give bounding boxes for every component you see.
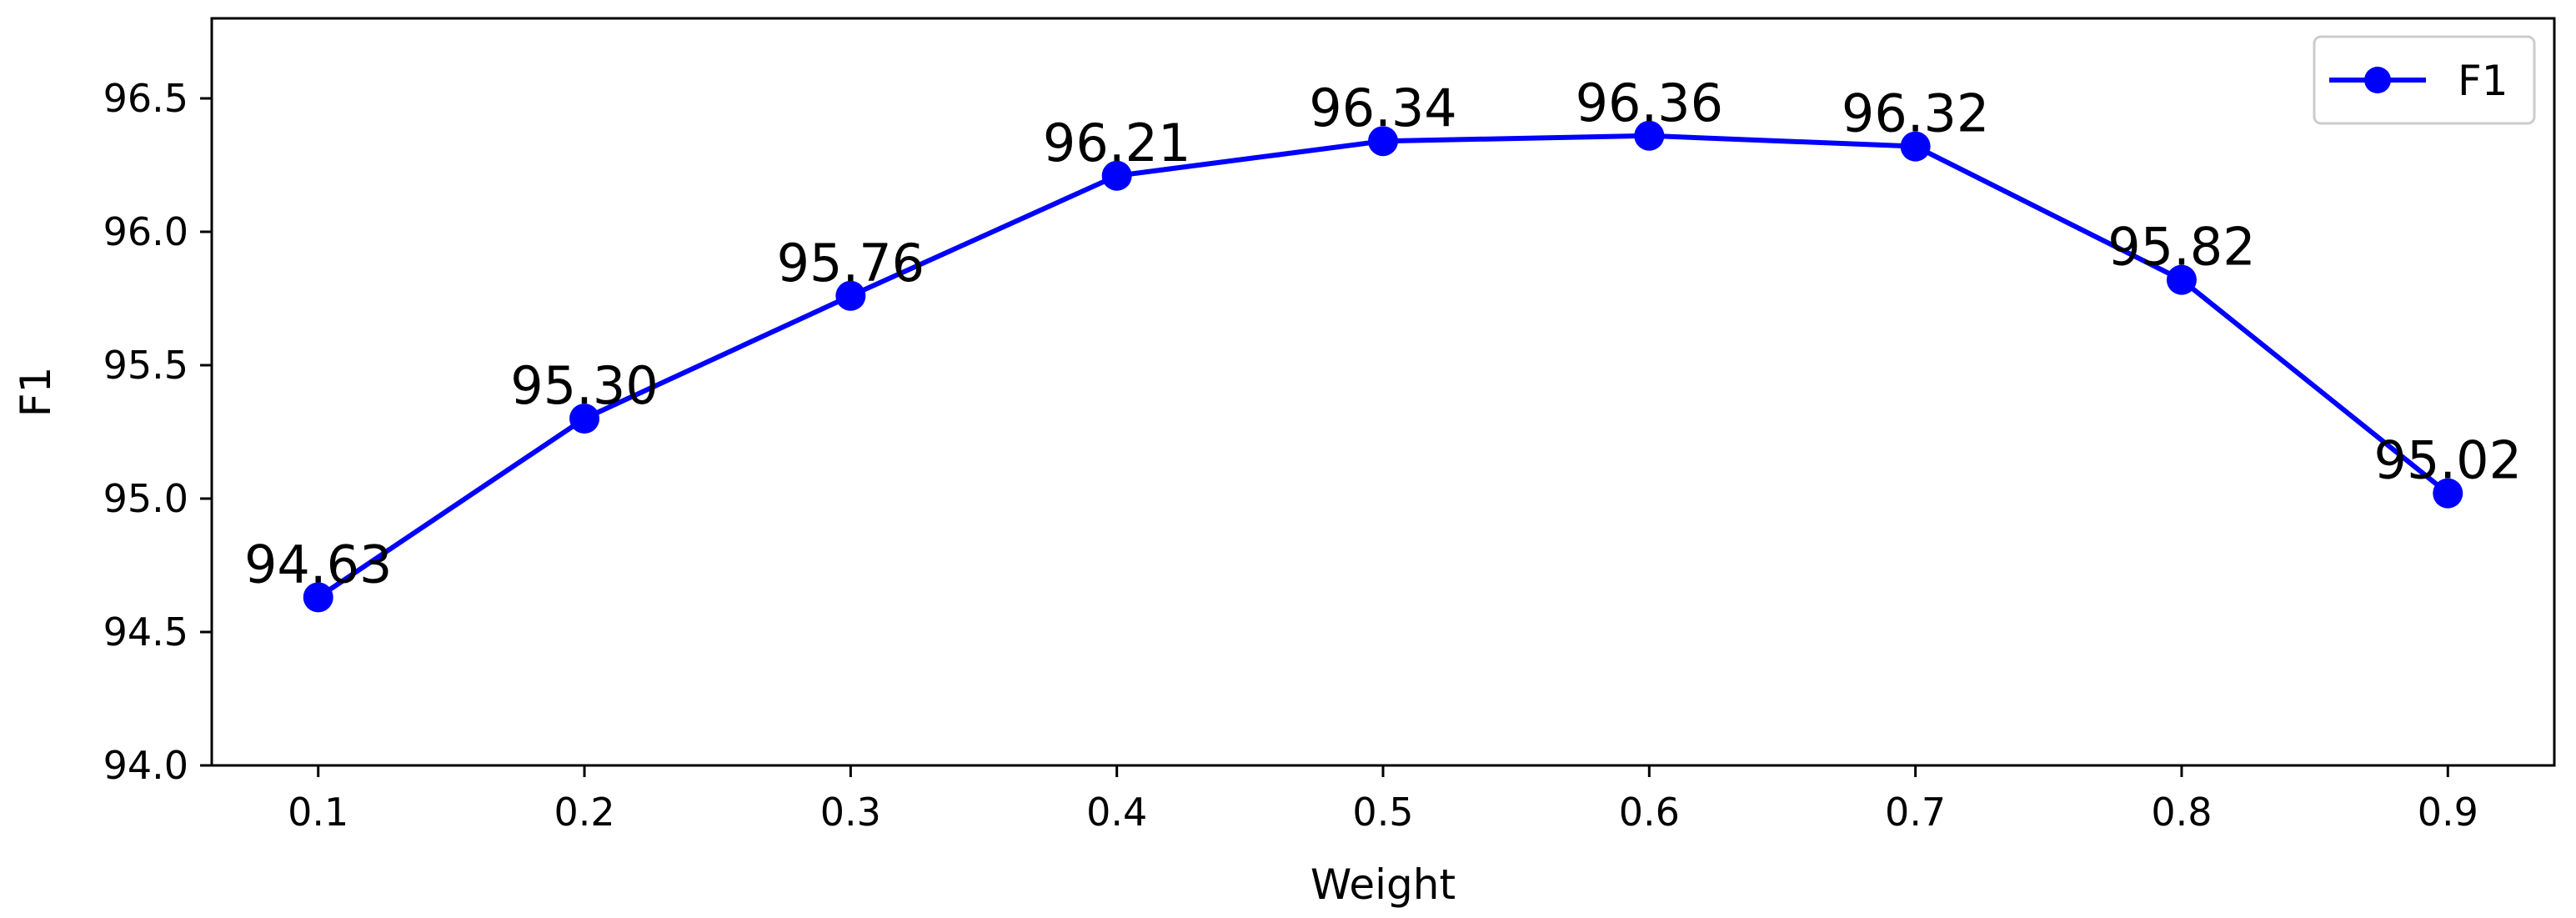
- y-axis-title: F1: [12, 367, 60, 418]
- data-label: 96.21: [1043, 113, 1191, 173]
- x-tick-label: 0.4: [1086, 790, 1147, 835]
- y-axis-ticks: 94.0 94.5 95.0 95.5 96.0 96.5: [103, 76, 212, 788]
- data-point: [1368, 126, 1398, 157]
- x-tick-label: 0.2: [554, 790, 614, 835]
- data-label: 95.30: [510, 355, 659, 416]
- y-tick-label: 95.0: [103, 476, 188, 521]
- legend: F1: [2313, 35, 2536, 125]
- data-point: [835, 280, 866, 311]
- x-tick-label: 0.3: [820, 790, 881, 835]
- data-label: 94.63: [244, 534, 393, 594]
- data-point: [2166, 264, 2197, 295]
- y-tick-label: 94.0: [103, 743, 188, 788]
- data-point: [1900, 131, 1931, 162]
- x-tick-label: 0.6: [1619, 790, 1680, 835]
- data-label: 95.76: [777, 233, 925, 293]
- data-label: 96.32: [1842, 83, 1990, 144]
- y-tick-label: 94.5: [103, 609, 188, 655]
- legend-marker-swatch: [2364, 67, 2391, 93]
- data-label: 95.02: [2374, 430, 2523, 491]
- data-point: [303, 582, 333, 613]
- series-layer: 94.63 95.30 95.76 96.21 96.34 96.36 96.32 95.82…: [244, 73, 2522, 613]
- data-label: 96.36: [1576, 73, 1724, 133]
- y-tick-label: 96.0: [103, 209, 188, 254]
- data-label: 96.34: [1309, 78, 1457, 138]
- x-axis-ticks: 0.1 0.2 0.3 0.4 0.5 0.6 0.7 0.8 0.9: [288, 765, 2478, 835]
- x-axis-title: Weight: [1311, 860, 1456, 909]
- x-tick-label: 0.8: [2151, 790, 2212, 835]
- plot-frame: [210, 17, 2556, 767]
- x-tick-label: 0.1: [288, 790, 348, 835]
- data-point: [2433, 478, 2463, 509]
- x-tick-label: 0.5: [1352, 790, 1413, 835]
- legend-label-f1: F1: [2458, 57, 2508, 105]
- data-label: 95.82: [2107, 217, 2256, 278]
- data-point: [1634, 120, 1665, 151]
- y-tick-label: 95.5: [103, 343, 188, 388]
- x-tick-label: 0.7: [1885, 790, 1946, 835]
- y-tick-label: 96.5: [103, 76, 188, 121]
- data-point: [1101, 160, 1132, 191]
- data-point: [569, 404, 600, 434]
- x-tick-label: 0.9: [2418, 790, 2478, 835]
